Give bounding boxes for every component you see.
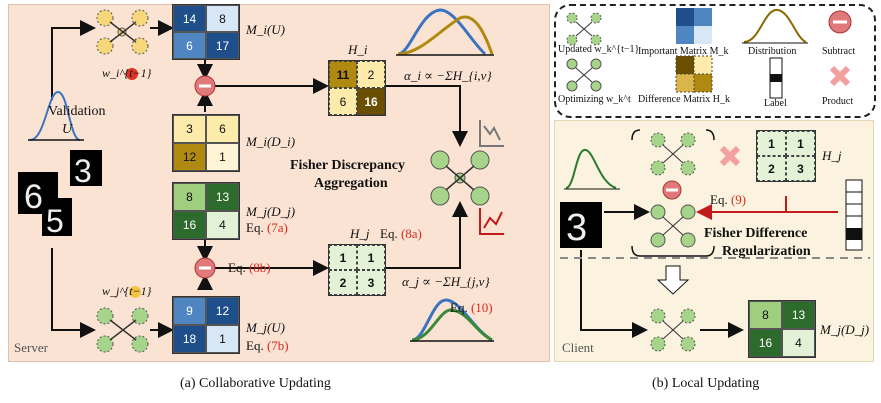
legend-optimizing-label: Optimizing w_k^t [558,94,631,105]
weights-j-label: w_j^{t−1} [102,284,152,298]
subtract-icon [194,257,216,279]
legend-updated-icon [566,12,602,46]
eq-7a-text: Eq. (7a) [246,220,288,235]
svg-text:6: 6 [24,178,43,216]
fisher-aggregation-title-2: Aggregation [314,176,388,191]
legend-difference-label: Difference Matrix H_k [638,94,731,105]
eq-7b-text: Eq. (7b) [246,338,289,353]
legend-subtract-label: Subtract [822,46,856,57]
legend-updated-label: Updated w_k^{t−1} [558,44,640,55]
legend-important-label: Important Matrix M_k [638,46,729,57]
eq-9-text: Eq. (9) [710,192,747,207]
alpha-j-text: α_j ∝ −ΣH_{j,v} [402,274,490,289]
aggregation-network-icon [430,150,490,206]
legend-distribution-icon [742,9,808,44]
client-label-icon [845,179,863,251]
legend-distribution-label: Distribution [748,46,797,57]
alpha-i-text: α_i ∝ −ΣH_{i,v} [404,68,492,83]
client-optimizing-network-icon [650,204,696,248]
hj-label: H_j [350,226,370,241]
legend-product-icon [829,65,851,87]
validation-label: Validation [48,104,106,119]
legend-optimizing-icon [566,58,602,92]
matrix-hj: 1 1 2 3 [328,244,386,296]
legend-subtract-icon [828,10,852,34]
server-label: Server [14,340,48,355]
mi-u-label: M_i(U) [246,22,285,37]
distribution-bottom-icon [410,298,494,342]
legend-label-label: Label [764,98,787,109]
product-icon [719,145,741,167]
matrix-hi: 11 2 6 16 [328,60,386,116]
validation-var: U [62,122,73,137]
matrix-mi-u: 14 8 6 17 [172,4,240,60]
hi-label: H_i [348,42,368,57]
network-i-icon [96,9,149,80]
svg-text:5: 5 [46,203,64,239]
matrix-mj-dj: 8 13 16 4 [172,182,240,240]
weights-i-label: w_i^{t−1} [102,66,152,80]
client-updated-network-icon [650,132,696,176]
svg-text:3: 3 [566,207,587,249]
mi-di-label: M_i(D_i) [246,134,296,149]
legend-important-icon [676,8,712,44]
fisher-regularization-title-2: Regularization [722,244,811,259]
client-matrix-hj: 1 1 2 3 [756,130,816,182]
subtract-icon [194,75,216,97]
fisher-regularization-title-1: Fisher Difference [704,226,808,241]
client-final-network-icon [650,308,696,352]
client-subtract-icon [662,180,682,200]
svg-text:3: 3 [74,153,92,189]
legend-difference-icon [675,55,713,93]
caption-b: (b) Local Updating [652,376,760,391]
caption-a: (a) Collaborative Updating [180,376,331,391]
validation-distribution [29,90,81,141]
eq-8b-text: Eq. (8b) [228,260,271,275]
legend-product-label: Product [822,96,854,107]
fisher-aggregation-title-1: Fisher Discrepancy [290,158,405,173]
mj-dj-label: M_j(D_j) [246,204,296,219]
matrix-mj-u: 9 12 18 1 [172,296,240,354]
mj-u-label: M_j(U) [246,320,285,335]
client-mj-dj-label: M_j(D_j) [820,322,870,337]
legend-label-icon [769,57,783,99]
eq-8a-text: Eq. (8a) [380,226,422,241]
client-matrix-mj-dj: 8 13 16 4 [748,300,816,358]
matrix-mi-di: 3 6 12 1 [172,114,240,172]
network-j-icon [96,286,149,353]
client-hj-label: H_j [822,148,842,163]
legend [554,4,876,118]
eq-10-text: Eq. (10) [450,300,493,315]
distribution-top-icon [396,8,494,56]
panel-local-updating [554,120,874,362]
client-label: Client [562,340,594,355]
